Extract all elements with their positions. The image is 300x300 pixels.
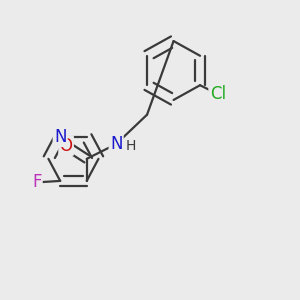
Text: N: N: [54, 128, 66, 146]
Text: N: N: [110, 135, 122, 153]
Text: F: F: [32, 173, 41, 191]
Text: Cl: Cl: [210, 85, 226, 103]
Text: H: H: [126, 140, 136, 154]
Text: O: O: [60, 136, 73, 154]
